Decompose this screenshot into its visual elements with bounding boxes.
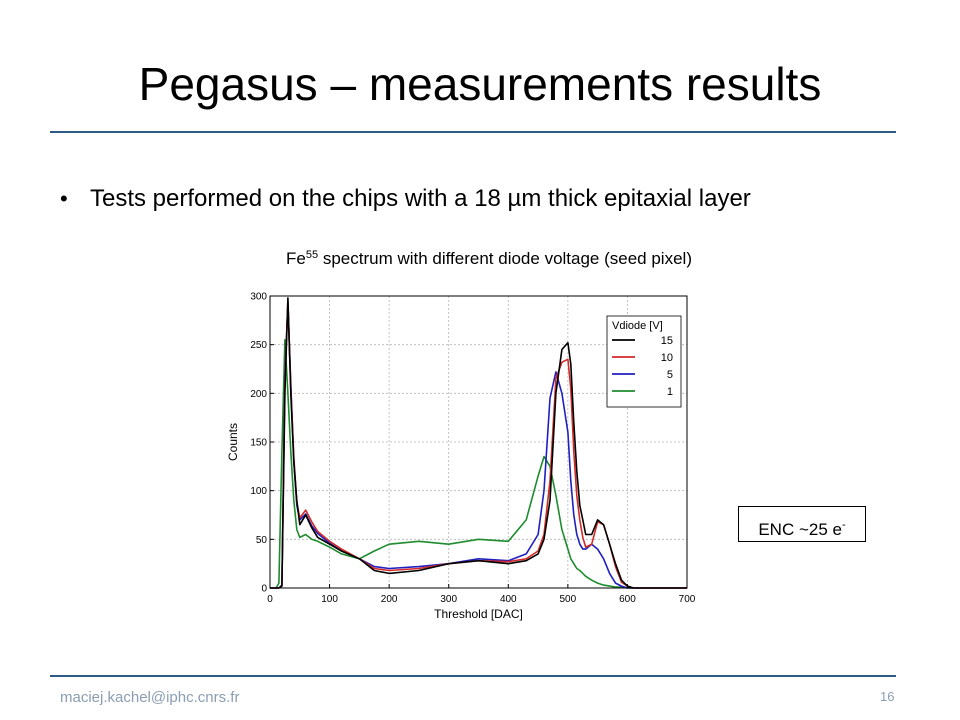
footer-email: maciej.kachel@iphc.cnrs.fr — [60, 689, 240, 706]
y-axis-label: Counts — [226, 423, 240, 461]
y-tick-label: 0 — [261, 584, 267, 595]
caption-prefix: Fe — [286, 249, 306, 268]
y-tick-label: 150 — [250, 438, 267, 449]
legend-label-15: 15 — [661, 335, 673, 347]
y-tick-label: 200 — [250, 389, 267, 400]
x-axis-label: Threshold [DAC] — [434, 607, 523, 621]
bullet-marker: • — [60, 186, 68, 211]
y-tick-label: 100 — [250, 486, 267, 497]
enc-note-box: ENC ~25 e- — [738, 506, 866, 542]
legend-label-1: 1 — [667, 386, 673, 398]
x-tick-label: 100 — [321, 594, 338, 605]
slide-title: Pegasus – measurements results — [138, 58, 822, 110]
spectrum-chart: 0 100 200 300 400 500 600 700 0 50 100 150 200 250 300… — [226, 292, 696, 622]
x-tick-label: 300 — [440, 594, 457, 605]
caption-suffix: spectrum with different diode voltage (s… — [318, 249, 692, 268]
chart-caption: Fe55 spectrum with different diode volta… — [0, 244, 960, 270]
y-tick-label: 50 — [256, 535, 268, 546]
footer-divider — [50, 675, 896, 677]
legend-label-5: 5 — [667, 369, 673, 381]
x-tick-label: 500 — [560, 594, 577, 605]
enc-note-superscript: - — [841, 519, 846, 531]
caption-superscript: 55 — [305, 249, 319, 261]
y-tick-label: 250 — [250, 340, 267, 351]
x-tick-label: 0 — [267, 594, 273, 605]
x-tick-label: 600 — [619, 594, 636, 605]
title-divider — [50, 131, 896, 133]
x-tick-label: 400 — [500, 594, 517, 605]
series-line-1 — [270, 338, 687, 589]
page-number: 16 — [880, 689, 895, 704]
legend-title: Vdiode [V] — [612, 320, 663, 332]
x-tick-label: 700 — [679, 594, 696, 605]
bullet-text: Tests performed on the chips with a 18 µ… — [90, 185, 751, 212]
enc-note-text: ENC ~25 e — [758, 520, 842, 539]
series-line-15 — [270, 297, 687, 589]
x-tick-label: 200 — [381, 594, 398, 605]
y-tick-label: 300 — [250, 292, 267, 303]
legend-label-10: 10 — [661, 352, 673, 364]
